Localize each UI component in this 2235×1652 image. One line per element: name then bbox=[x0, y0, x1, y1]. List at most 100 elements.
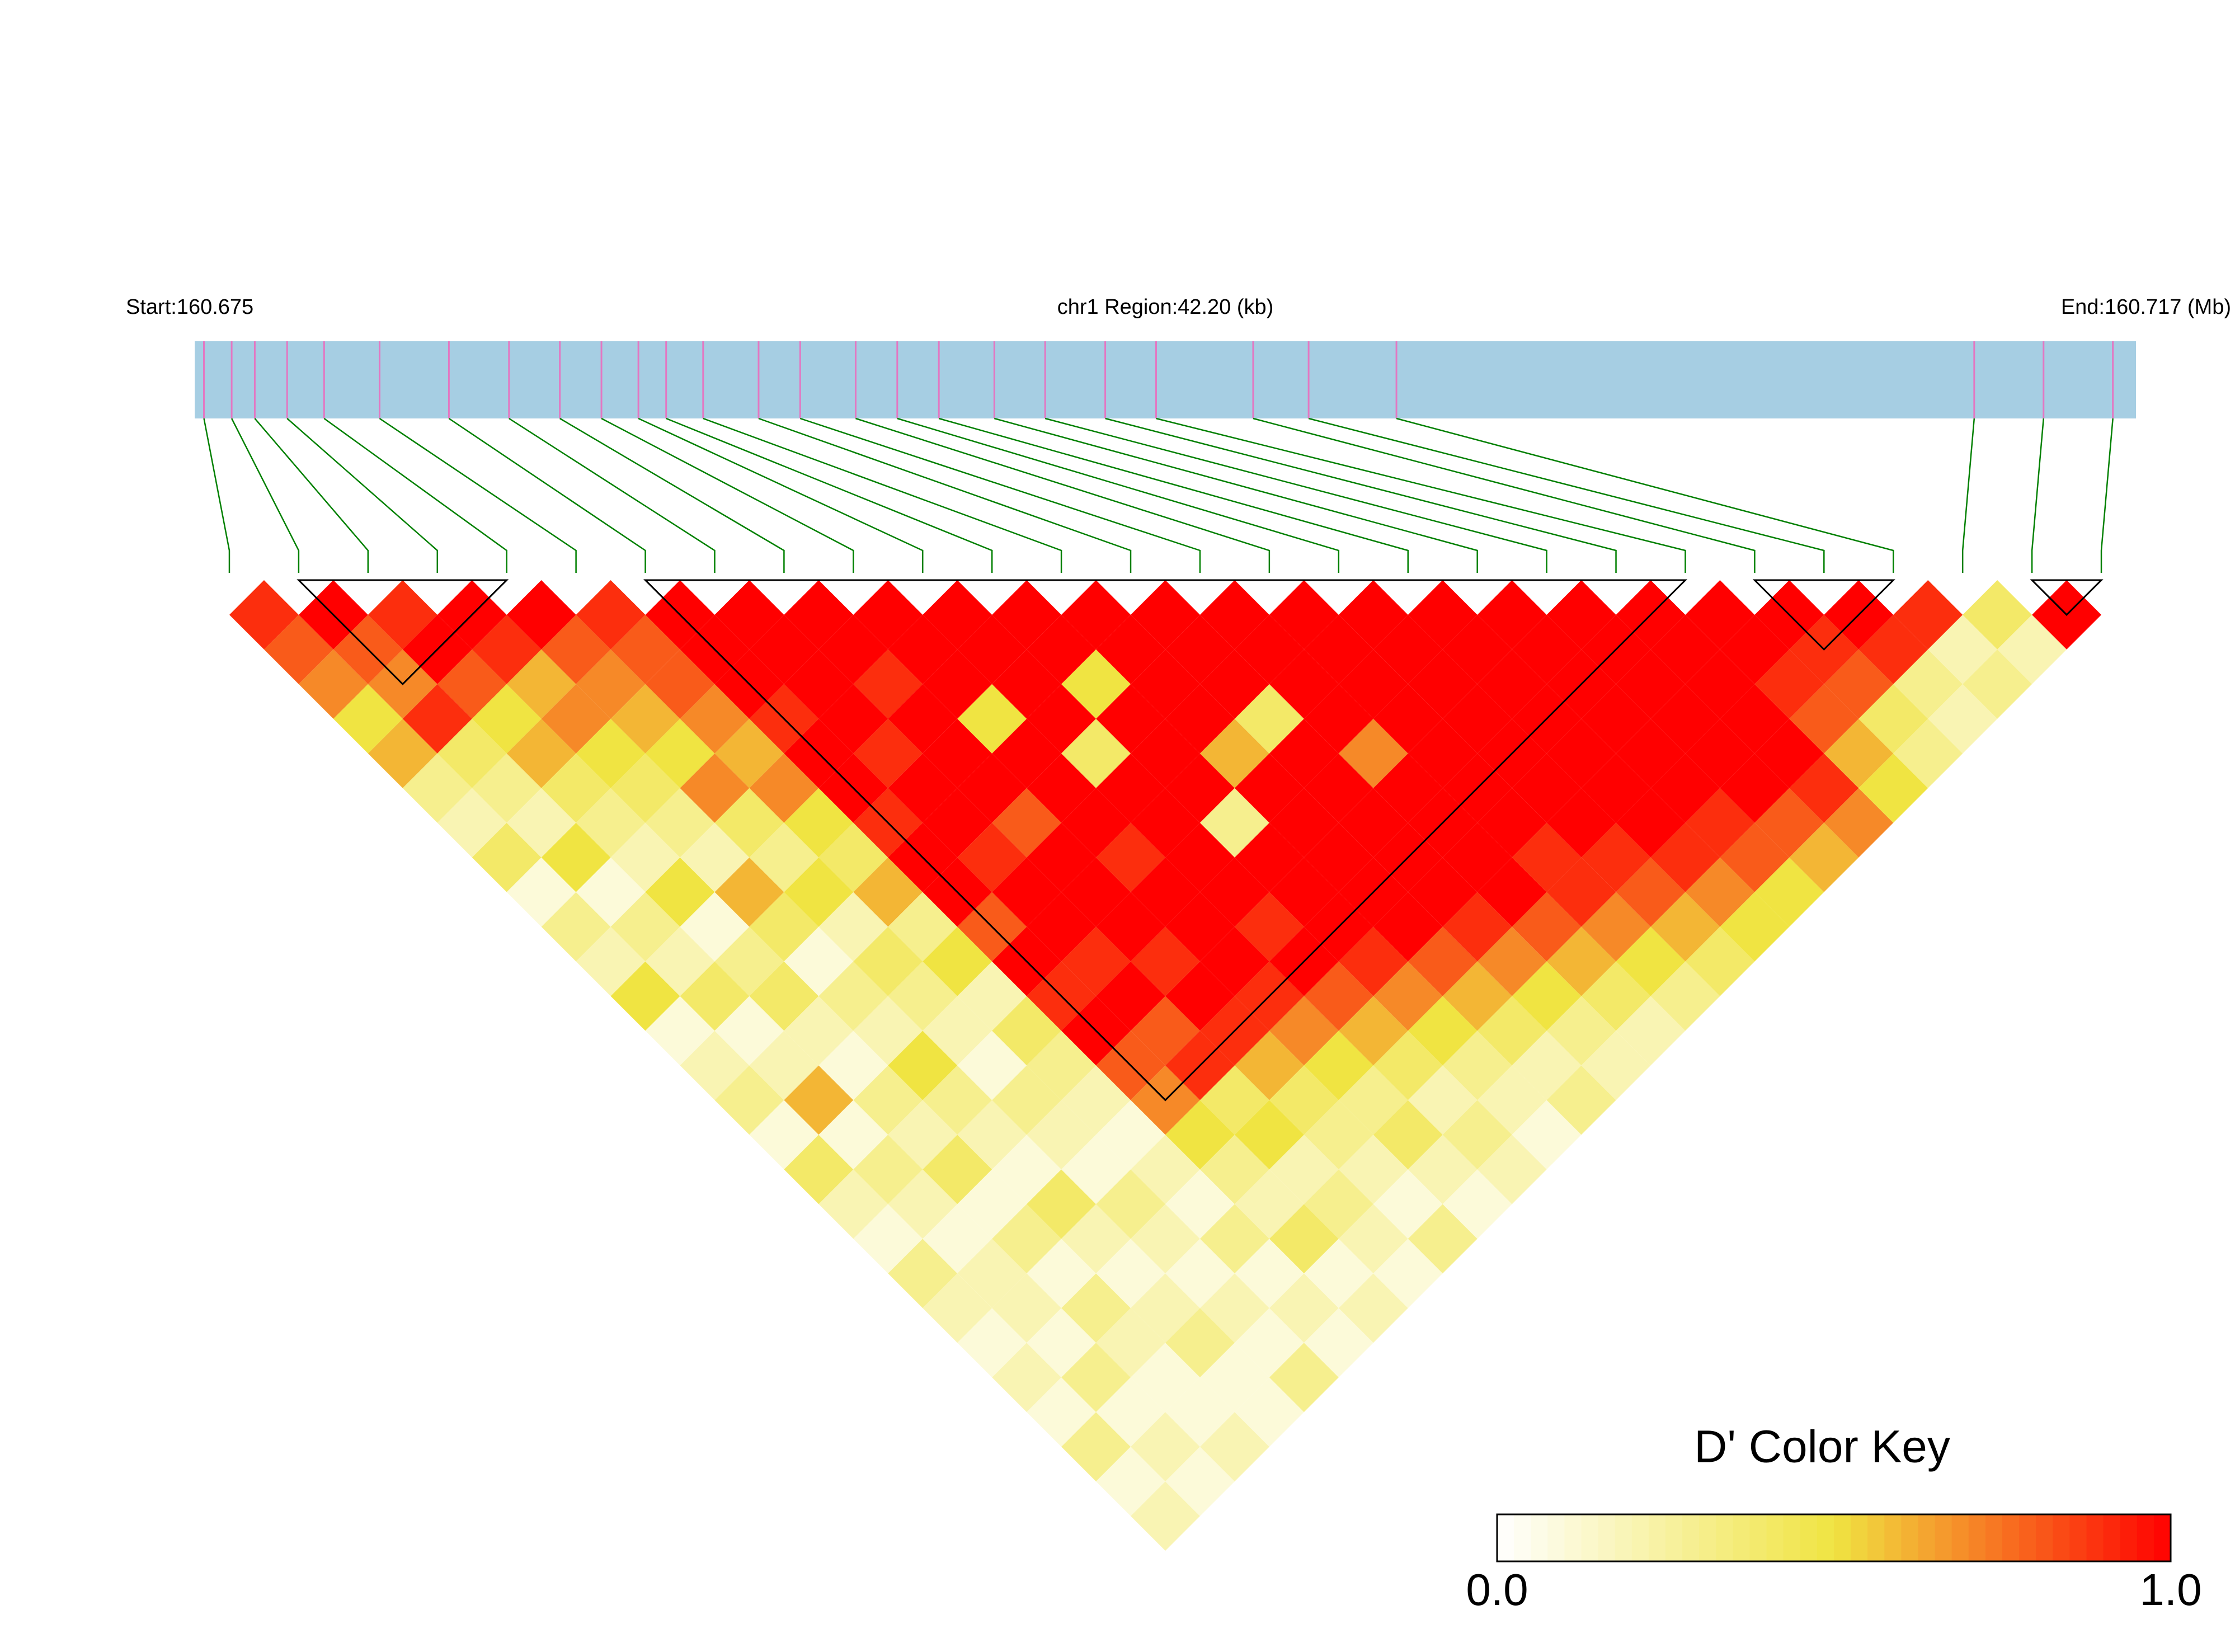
ld-cell bbox=[784, 649, 854, 719]
ld-cell bbox=[1546, 926, 1616, 996]
ld-cell bbox=[1096, 961, 1165, 1031]
ld-cell bbox=[402, 753, 472, 823]
ld-cell bbox=[1581, 1030, 1651, 1100]
ld-cell bbox=[1027, 1308, 1097, 1378]
ld-cell bbox=[888, 1030, 958, 1100]
ld-cell bbox=[1131, 1481, 1200, 1551]
color-key-step bbox=[2069, 1514, 2087, 1561]
snp-link bbox=[601, 417, 854, 573]
ld-cell bbox=[957, 822, 1027, 892]
ld-cell bbox=[714, 718, 784, 788]
color-key-step bbox=[1682, 1514, 1700, 1561]
ld-cell bbox=[1304, 1030, 1373, 1100]
ld-cell bbox=[506, 788, 576, 858]
ld-cell bbox=[1512, 1030, 1582, 1100]
ld-cell bbox=[853, 996, 923, 1066]
region-bar bbox=[195, 341, 2136, 418]
ld-cell bbox=[714, 1065, 784, 1135]
ld-cell bbox=[1408, 857, 1478, 927]
ld-cell bbox=[1373, 1239, 1443, 1309]
ld-cell bbox=[1650, 684, 1720, 754]
ld-cell bbox=[1546, 857, 1616, 927]
ld-cell bbox=[853, 718, 923, 788]
ld-cell bbox=[1165, 753, 1235, 823]
ld-cell bbox=[437, 649, 507, 719]
color-key-step bbox=[1985, 1514, 2003, 1561]
ld-cell bbox=[610, 614, 680, 684]
color-key-step bbox=[1665, 1514, 1683, 1561]
color-key-step bbox=[2086, 1514, 2104, 1561]
ld-cell bbox=[1096, 1447, 1165, 1517]
ld-cell bbox=[1165, 684, 1235, 754]
ld-cell bbox=[1685, 788, 1755, 858]
ld-cell bbox=[1304, 614, 1373, 684]
ld-cell bbox=[1893, 580, 1963, 649]
ld-cell bbox=[1616, 788, 1686, 858]
ld-cell bbox=[853, 580, 923, 649]
snp-link bbox=[666, 417, 993, 573]
snp-link bbox=[703, 417, 1062, 573]
ld-cell bbox=[853, 926, 923, 996]
ld-cell bbox=[1650, 892, 1720, 962]
color-key-step bbox=[2103, 1514, 2121, 1561]
ld-cell bbox=[1027, 1100, 1097, 1170]
color-key-step bbox=[2120, 1514, 2138, 1561]
ld-cell bbox=[506, 857, 576, 927]
ld-cell bbox=[1165, 1377, 1235, 1447]
ld-cell bbox=[541, 684, 611, 754]
ld-cell bbox=[957, 1169, 1027, 1239]
ld-cell bbox=[610, 892, 680, 962]
ld-cell bbox=[714, 926, 784, 996]
ld-cell bbox=[957, 961, 1027, 1031]
snp-link bbox=[1156, 417, 1686, 573]
snp-link bbox=[638, 417, 924, 573]
ld-cell bbox=[610, 753, 680, 823]
ld-cell bbox=[784, 580, 854, 649]
ld-cell bbox=[888, 1239, 958, 1309]
ld-cell bbox=[1338, 788, 1408, 858]
color-key-step bbox=[1547, 1514, 1565, 1561]
ld-cell bbox=[506, 649, 576, 719]
ld-cell bbox=[1304, 1100, 1373, 1170]
ld-cell bbox=[853, 1204, 923, 1274]
ld-cell bbox=[1165, 1239, 1235, 1309]
snp-link bbox=[938, 417, 1409, 573]
color-key-step bbox=[2036, 1514, 2053, 1561]
ld-cell bbox=[472, 684, 542, 754]
snp-link bbox=[855, 417, 1271, 573]
snp-link bbox=[1396, 417, 1894, 573]
ld-cell bbox=[1234, 1030, 1304, 1100]
ld-cell bbox=[1096, 822, 1165, 892]
ld-cell bbox=[1096, 614, 1165, 684]
color-key-step bbox=[1817, 1514, 1834, 1561]
ld-cell bbox=[368, 580, 437, 649]
ld-cell bbox=[1720, 892, 1790, 962]
ld-cell bbox=[1754, 788, 1824, 858]
ld-cell bbox=[1027, 753, 1097, 823]
color-key-step bbox=[1615, 1514, 1632, 1561]
ld-cell bbox=[1027, 684, 1097, 754]
ld-cell bbox=[1546, 580, 1616, 649]
ld-cell bbox=[610, 822, 680, 892]
ld-cell bbox=[888, 1169, 958, 1239]
ld-cell bbox=[1304, 684, 1373, 754]
color-key-step bbox=[1733, 1514, 1750, 1561]
ld-cell bbox=[1165, 614, 1235, 684]
color-key-step bbox=[1631, 1514, 1649, 1561]
ld-cell bbox=[1477, 788, 1547, 858]
ld-cell bbox=[333, 684, 403, 754]
color-key-step bbox=[1834, 1514, 1851, 1561]
ld-cell bbox=[1546, 996, 1616, 1066]
snp-link bbox=[1308, 417, 1825, 573]
color-key-tick-label: 0.0 bbox=[1466, 1565, 1528, 1615]
snp-link bbox=[1253, 417, 1756, 573]
ld-cell bbox=[1165, 892, 1235, 962]
color-key-step bbox=[1951, 1514, 1969, 1561]
ld-cell bbox=[1199, 788, 1269, 858]
color-key-step bbox=[1935, 1514, 1952, 1561]
color-key-step bbox=[1918, 1514, 1936, 1561]
color-key-frame bbox=[1496, 1513, 2172, 1562]
ld-cell bbox=[1650, 822, 1720, 892]
snp-link bbox=[254, 418, 369, 573]
snp-link bbox=[559, 417, 785, 573]
